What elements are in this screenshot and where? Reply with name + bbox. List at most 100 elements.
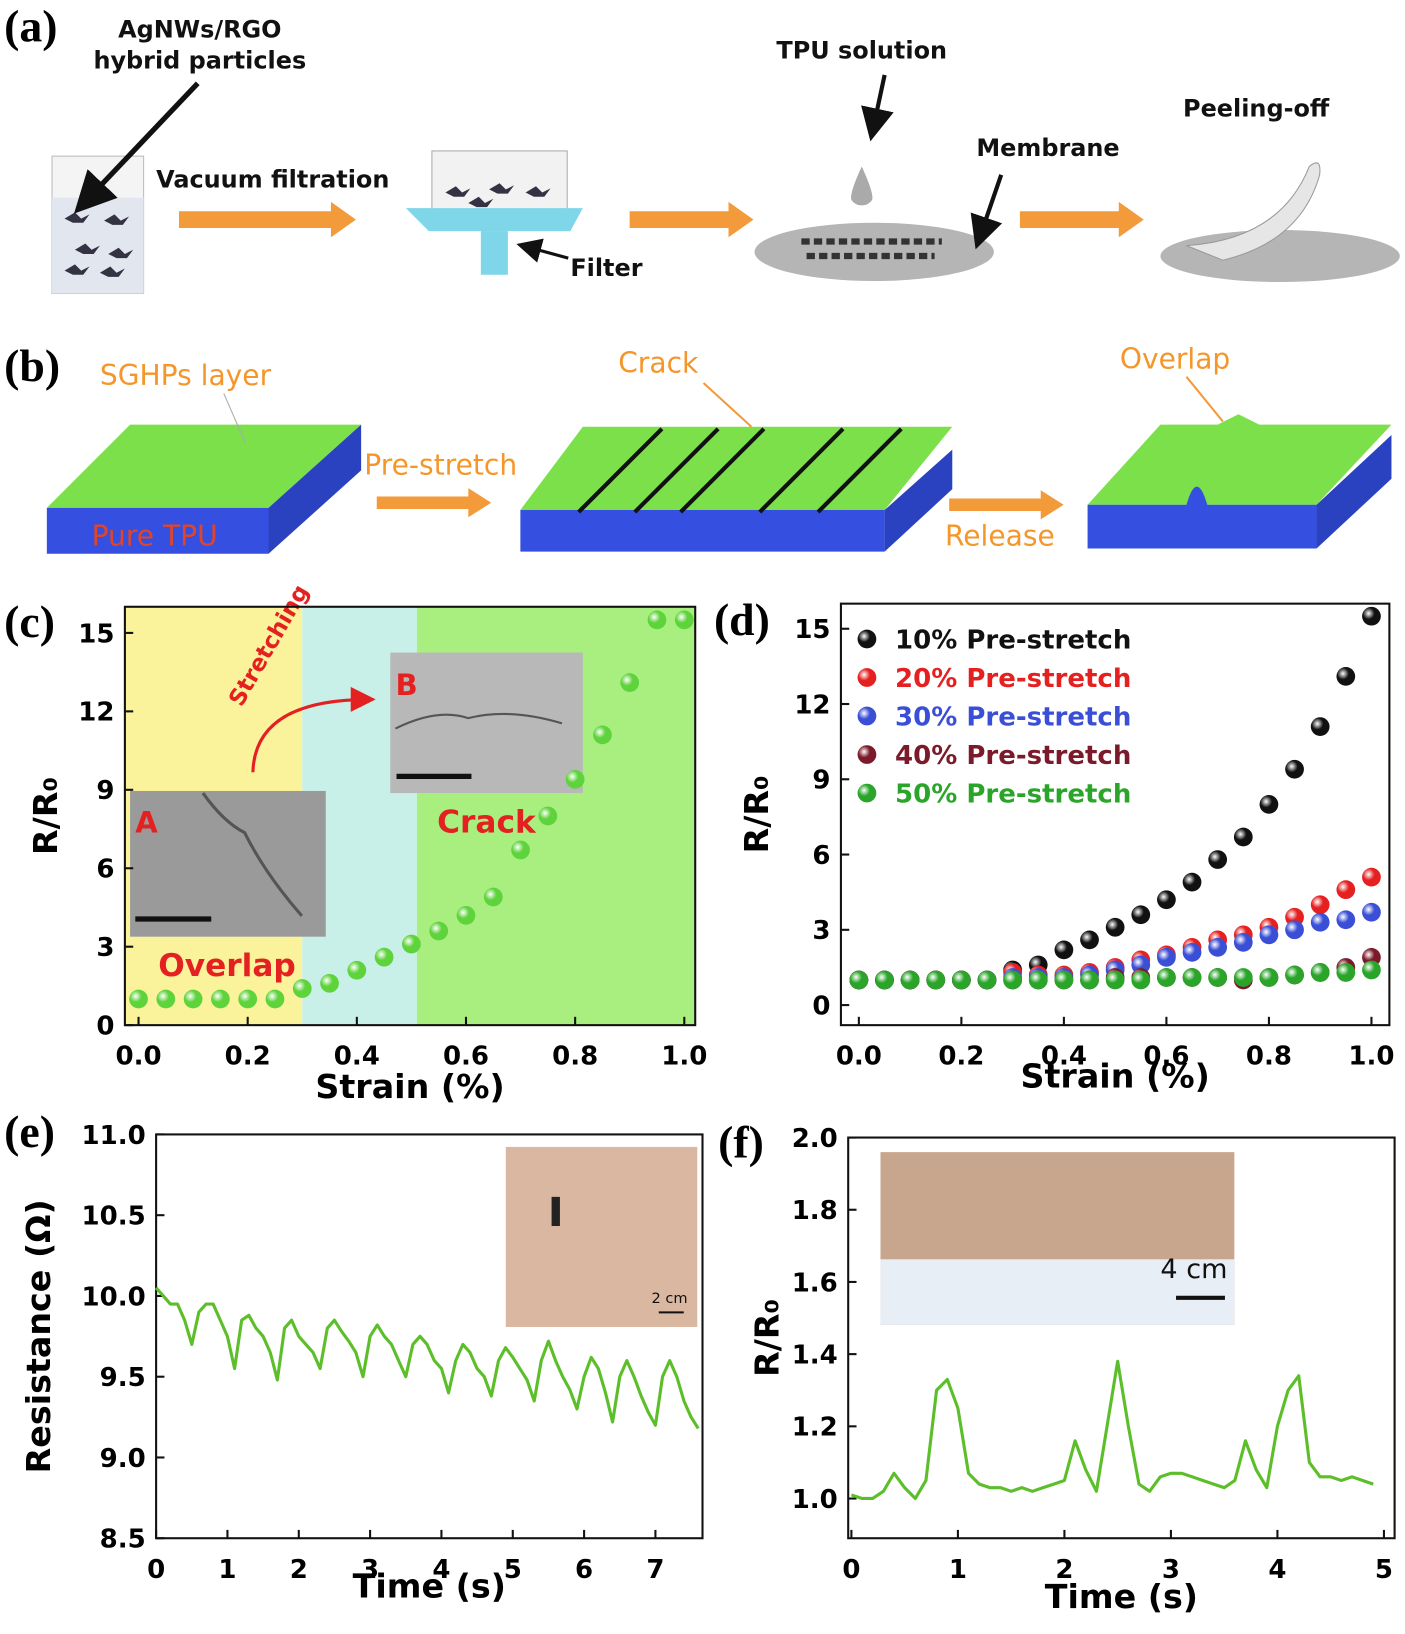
label: Membrane — [976, 134, 1119, 162]
point — [952, 970, 971, 990]
point — [1362, 867, 1381, 887]
pointer — [516, 238, 569, 263]
arrow — [949, 490, 1064, 520]
panel-label: (d) — [714, 594, 770, 645]
y-tick-label: 3 — [812, 916, 830, 946]
x-tick-label: 3 — [361, 1555, 379, 1585]
panel-label: (c) — [4, 596, 55, 647]
point — [1310, 717, 1330, 736]
point — [593, 725, 612, 745]
diagram-a: (a) AgNWs/RGO hybrid particles Vacuum fi… — [4, 1, 1400, 295]
plot-frame — [155, 1133, 704, 1540]
label: hybrid particles — [93, 47, 306, 75]
y-tick-label: 9 — [812, 766, 830, 796]
y-tick-label: 12 — [78, 698, 114, 728]
point — [1080, 970, 1099, 990]
label: AgNWs/RGO — [118, 15, 281, 43]
y-tick-label: 6 — [96, 855, 114, 885]
leader — [1185, 376, 1224, 423]
y-tick-label: 15 — [794, 615, 830, 645]
point — [292, 979, 312, 998]
point — [620, 673, 640, 692]
pointer — [970, 174, 1004, 250]
membrane — [754, 222, 994, 282]
substrate — [46, 507, 269, 554]
point — [1233, 968, 1253, 987]
x-tick-label: 0.6 — [443, 1042, 489, 1072]
point — [429, 921, 449, 941]
point — [1208, 968, 1228, 987]
label: Vacuum filtration — [156, 165, 389, 193]
point — [265, 989, 285, 1009]
point — [1362, 902, 1381, 922]
x-tick-label: 5 — [504, 1555, 522, 1585]
legend-marker — [857, 668, 877, 687]
label: Crack — [618, 347, 699, 380]
point — [1182, 872, 1202, 892]
point — [1054, 940, 1074, 960]
x-axis-label: Strain (%) — [1021, 1057, 1210, 1096]
film — [1160, 230, 1400, 283]
point — [1310, 963, 1330, 982]
x-tick-label: 0.8 — [552, 1042, 598, 1072]
point — [402, 934, 421, 954]
x-tick-label: 1 — [949, 1555, 967, 1585]
point — [565, 769, 585, 789]
point — [1233, 827, 1253, 847]
point — [1131, 905, 1151, 925]
y-tick-label: 9.5 — [100, 1363, 146, 1393]
point — [1182, 943, 1202, 962]
label: Pure TPU — [92, 519, 218, 552]
label: SGHPs layer — [100, 359, 272, 392]
leader — [702, 382, 753, 428]
filter — [405, 208, 583, 232]
legend-label: 30% Pre-stretch — [895, 702, 1131, 732]
x-tick-label: 4 — [432, 1555, 450, 1585]
liquid — [52, 197, 144, 294]
label: Overlap — [1120, 342, 1230, 375]
x-tick-label: 0.4 — [1041, 1042, 1087, 1072]
substrate — [1087, 486, 1317, 549]
substrate — [520, 509, 885, 552]
funnel — [431, 150, 568, 214]
stem — [480, 231, 508, 275]
point — [156, 989, 176, 1009]
label: Release — [945, 519, 1055, 552]
point — [211, 989, 230, 1009]
x-tick-label: 1 — [218, 1555, 236, 1585]
label: Peeling-off — [1183, 95, 1330, 123]
layer — [46, 424, 362, 508]
panel-label: (b) — [4, 340, 60, 391]
arrow — [376, 488, 492, 518]
crack-line — [395, 712, 563, 730]
y-tick-label: 11.0 — [82, 1121, 146, 1151]
inset-image — [130, 790, 326, 937]
point — [1362, 960, 1381, 980]
point — [1362, 606, 1381, 626]
y-tick-label: 3 — [96, 933, 114, 963]
y-tick-label: 1.6 — [792, 1268, 838, 1298]
pointer — [74, 81, 200, 214]
y-tick-label: 1.0 — [792, 1485, 838, 1515]
leader — [223, 393, 247, 444]
annotation: Overlap — [158, 948, 296, 984]
inset-image — [390, 652, 583, 794]
label: Filter — [570, 254, 642, 282]
particles — [64, 212, 134, 277]
label: Pre-stretch — [364, 449, 517, 482]
y-tick-label: 8.5 — [100, 1525, 146, 1555]
y-tick-label: 0 — [812, 991, 830, 1021]
x-axis-label: Time (s) — [1045, 1577, 1198, 1616]
x-tick-label: 0.2 — [938, 1042, 984, 1072]
point — [1105, 917, 1125, 937]
x-axis-label: Time (s) — [353, 1567, 506, 1606]
x-tick-label: 0 — [842, 1555, 860, 1585]
annotation: A — [135, 806, 158, 840]
point — [1208, 850, 1228, 869]
point — [674, 610, 694, 630]
plot-frame — [839, 602, 1391, 1027]
layer — [1087, 414, 1392, 505]
point — [1054, 970, 1074, 990]
point — [320, 973, 339, 993]
